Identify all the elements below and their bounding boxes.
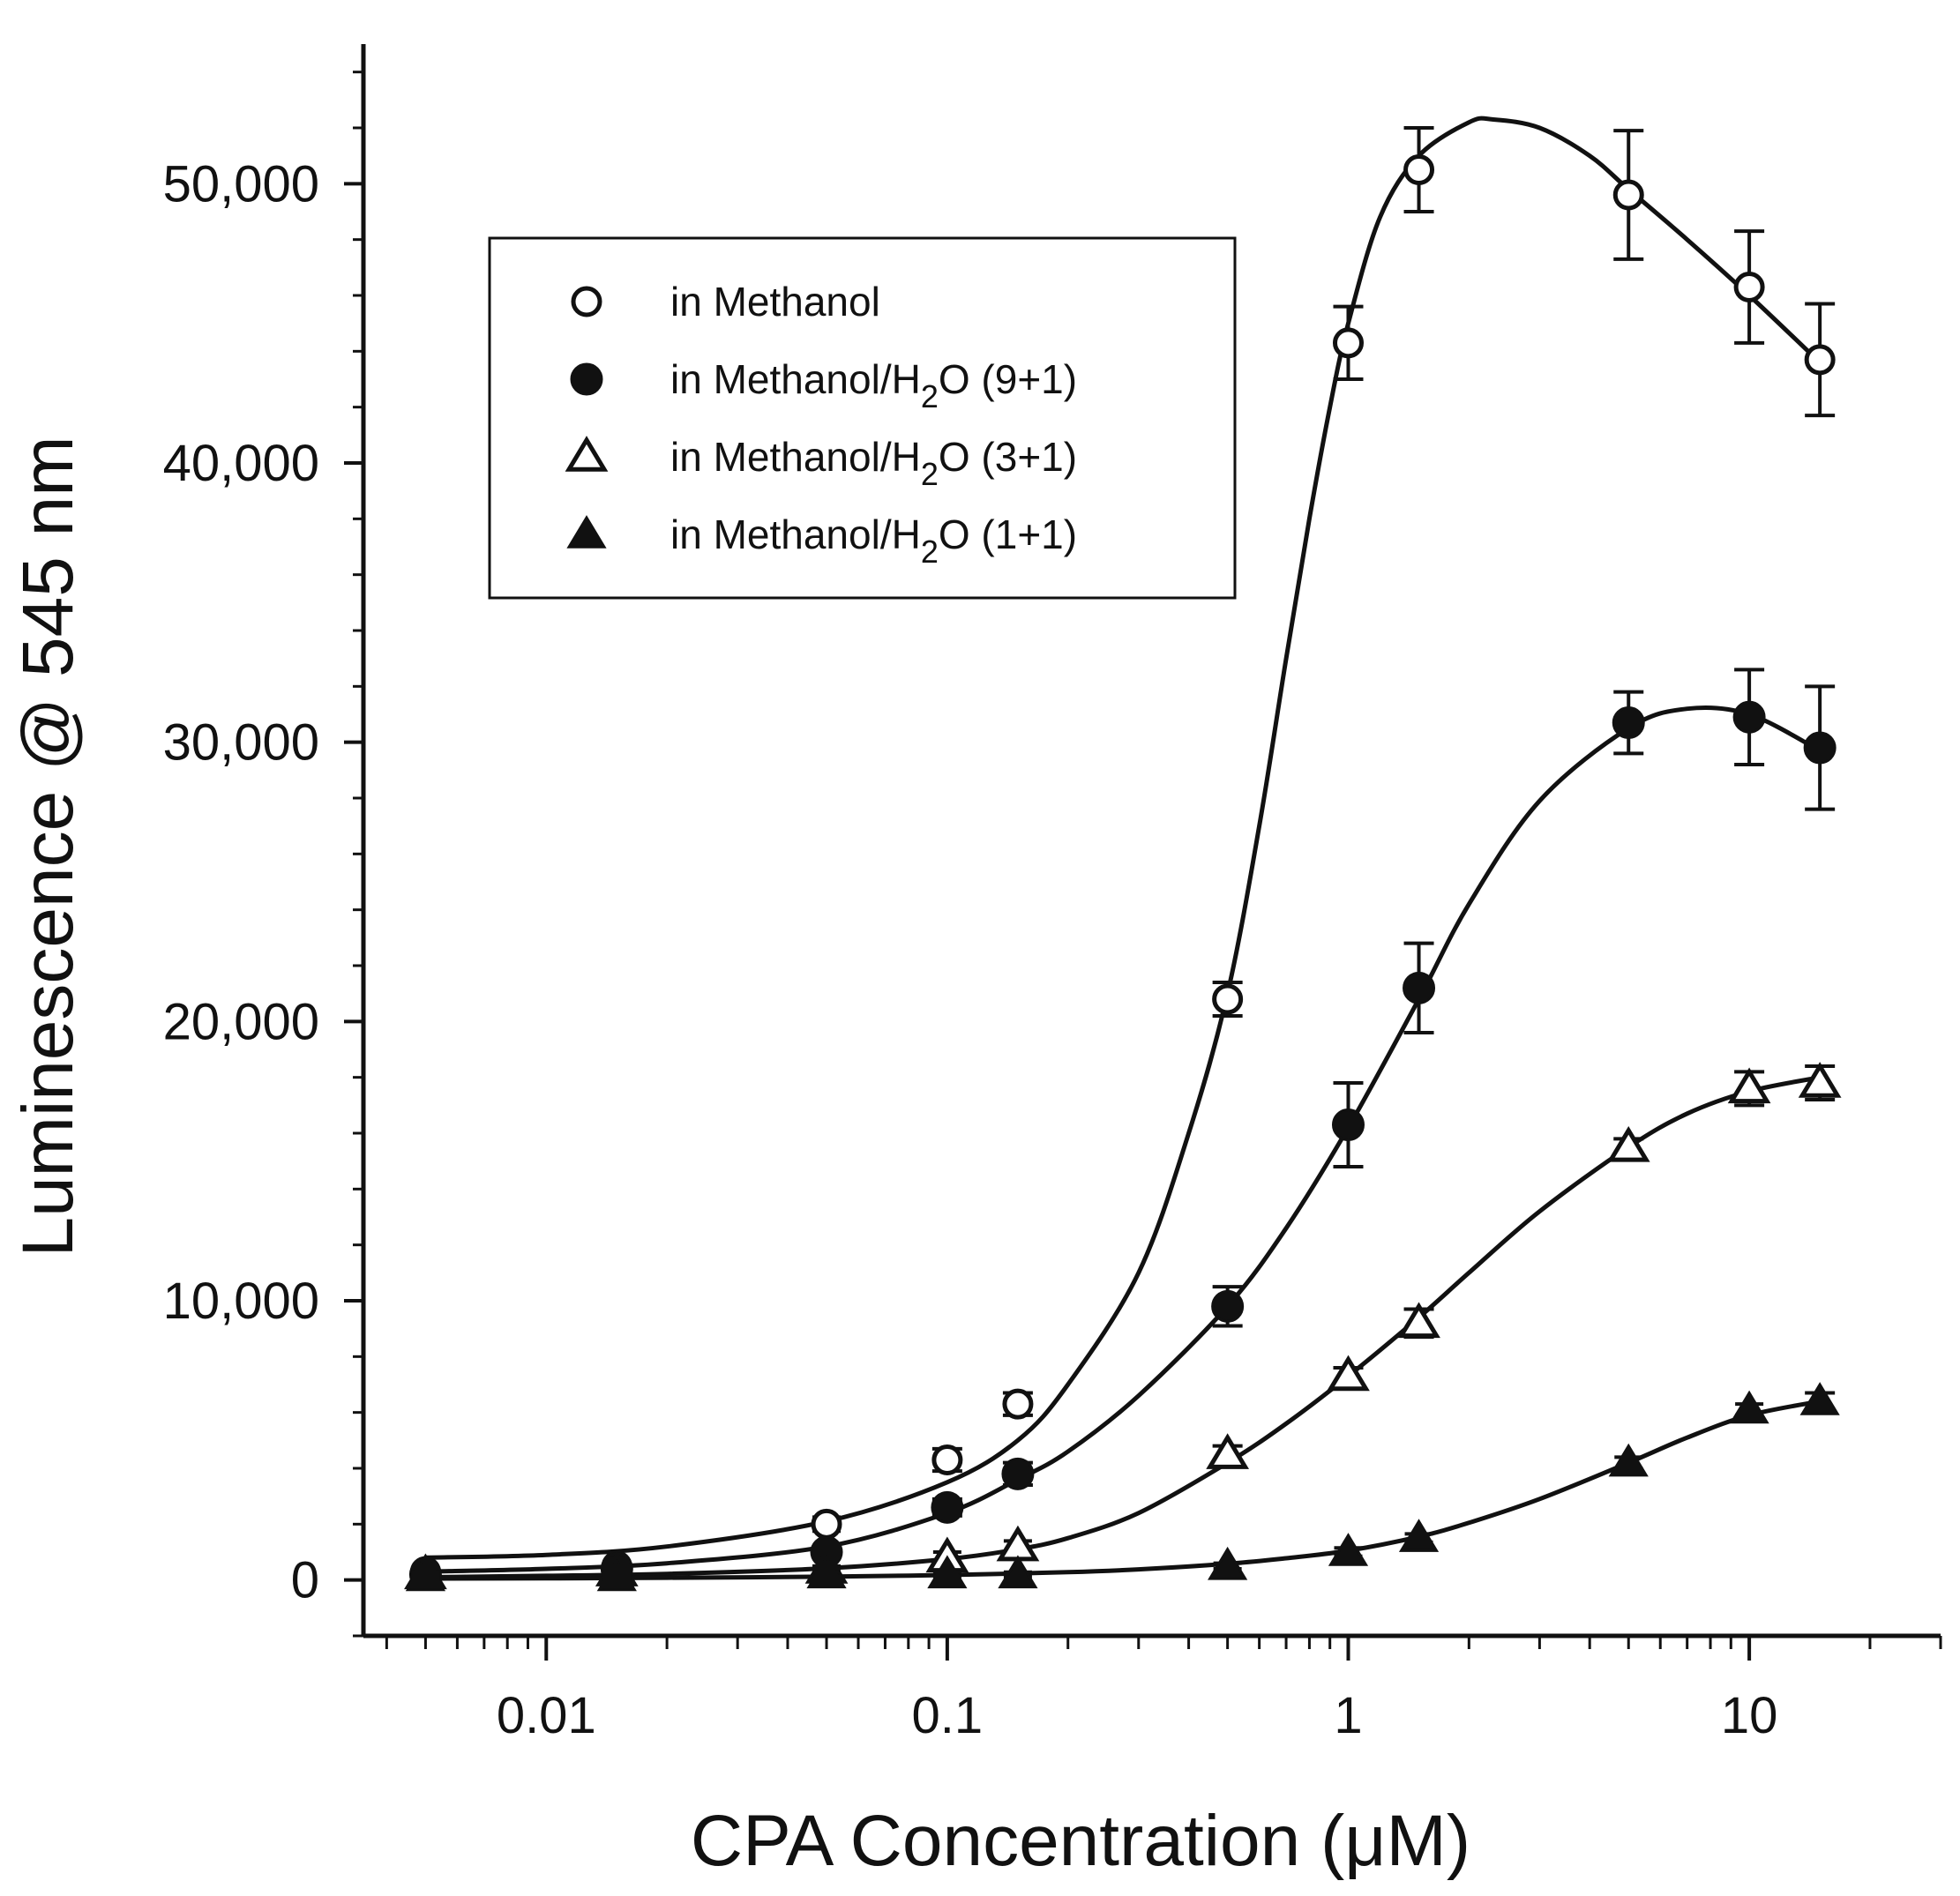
x-tick-label: 0.01 (497, 1687, 596, 1744)
data-point-circle-open (1804, 344, 1836, 376)
legend-entry-1: in Methanol (571, 279, 880, 325)
legend-label-subscript: 2 (921, 534, 939, 570)
y-tick-label: 50,000 (163, 155, 319, 213)
legend-label-suffix: O (1+1) (939, 511, 1077, 557)
data-point-circle-open (1002, 1388, 1034, 1420)
legend-label: in Methanol/H2O (3+1) (670, 434, 1077, 492)
y-tick-label: 10,000 (163, 1273, 319, 1330)
data-point-triangle-open (1727, 1067, 1771, 1104)
data-point-circle-open (931, 1444, 963, 1475)
data-point-triangle-filled (1729, 1390, 1769, 1424)
data-point-triangle-open (996, 1525, 1040, 1562)
data-point-triangle-filled (1799, 1382, 1840, 1415)
data-point-circle-filled (1331, 1108, 1365, 1141)
legend-label-prefix: in Methanol (670, 279, 880, 325)
data-point-circle-open (811, 1508, 842, 1540)
data-point-circle-filled (1612, 706, 1645, 739)
legend-box (488, 236, 1237, 600)
legend-label-subscript: 2 (921, 456, 939, 492)
legend-label: in Methanol/H2O (1+1) (670, 511, 1077, 570)
data-point-triangle-open (1397, 1302, 1440, 1339)
y-axis-title: Luminescence @ 545 nm (8, 436, 88, 1257)
data-point-circle-filled (1211, 1289, 1245, 1323)
data-point-triangle-open (1606, 1125, 1650, 1162)
data-point-triangle-filled (596, 1557, 637, 1592)
data-point-triangle-open (1327, 1355, 1370, 1392)
data-points-layer (404, 126, 1842, 1592)
data-point-circle-filled (931, 1490, 964, 1524)
data-point-triangle-filled (806, 1555, 847, 1589)
data-point-circle-filled (570, 362, 603, 396)
fit-curve-group (425, 1399, 1821, 1581)
legend-label-suffix: O (3+1) (939, 434, 1077, 480)
data-point-circle-open (1212, 983, 1244, 1015)
legend-label-prefix: in Methanol/H (670, 356, 921, 402)
series-2-points (408, 668, 1837, 1591)
fit-curve-series-4 (425, 1399, 1821, 1581)
axes-layer: 0 10,000 20,000 30,000 40,000 50,000 0.01 0.1 1 1… (8, 44, 1942, 1881)
series-4-points (405, 1382, 1840, 1592)
data-point-circle-filled (1001, 1457, 1035, 1490)
data-point-triangle-filled (998, 1555, 1038, 1589)
data-point-circle-open (1403, 154, 1435, 185)
series-1-points (409, 126, 1836, 1587)
fit-curve-group (425, 1075, 1821, 1579)
data-point-circle-open (1612, 179, 1644, 211)
legend-label-prefix: in Methanol/H (670, 511, 921, 557)
data-point-triangle-filled (1398, 1519, 1440, 1552)
fit-curve-series-3 (425, 1075, 1821, 1579)
series-3-points (404, 1062, 1842, 1590)
data-point-circle-filled (1403, 971, 1436, 1004)
data-point-triangle-open (565, 436, 609, 472)
y-tick-label: 0 (291, 1552, 319, 1609)
legend-label-subscript: 2 (921, 378, 939, 414)
legend-label: in Methanol (670, 279, 880, 325)
data-point-circle-open (571, 286, 602, 317)
y-tick-label: 30,000 (163, 714, 319, 772)
fit-curve-series-2 (425, 705, 1822, 1574)
x-tick-label: 1 (1334, 1687, 1362, 1744)
fit-curve-group (425, 705, 1822, 1574)
data-point-triangle-open (1798, 1062, 1842, 1098)
data-point-circle-open (1332, 327, 1364, 359)
fit-curve-series-1 (425, 116, 1822, 1560)
fit-curve-group (425, 116, 1822, 1560)
data-point-circle-open (1733, 272, 1765, 302)
x-tick-label: 10 (1721, 1687, 1778, 1744)
legend-entry-3: in Methanol/H2O (3+1) (565, 434, 1077, 492)
data-point-triangle-filled (405, 1557, 446, 1592)
data-point-circle-filled (1732, 700, 1766, 734)
y-tick-label: 40,000 (163, 435, 319, 492)
legend-entry-4: in Methanol/H2O (1+1) (566, 511, 1077, 570)
data-point-triangle-filled (1328, 1533, 1369, 1566)
data-point-triangle-filled (927, 1555, 968, 1589)
data-point-triangle-filled (1608, 1443, 1649, 1477)
x-axis-title: CPA Concentration (μM) (691, 1801, 1470, 1881)
legend-label-suffix: O (9+1) (939, 356, 1077, 402)
legend-label: in Methanol/H2O (9+1) (670, 356, 1077, 414)
data-point-triangle-filled (566, 515, 607, 549)
data-point-triangle-open (1206, 1433, 1250, 1469)
data-point-circle-filled (1803, 731, 1837, 765)
data-point-triangle-filled (1208, 1546, 1248, 1580)
legend-entry-2: in Methanol/H2O (9+1) (570, 356, 1077, 414)
x-tick-label: 0.1 (912, 1687, 984, 1744)
legend-label-prefix: in Methanol/H (670, 434, 921, 480)
y-tick-label: 20,000 (163, 993, 319, 1050)
